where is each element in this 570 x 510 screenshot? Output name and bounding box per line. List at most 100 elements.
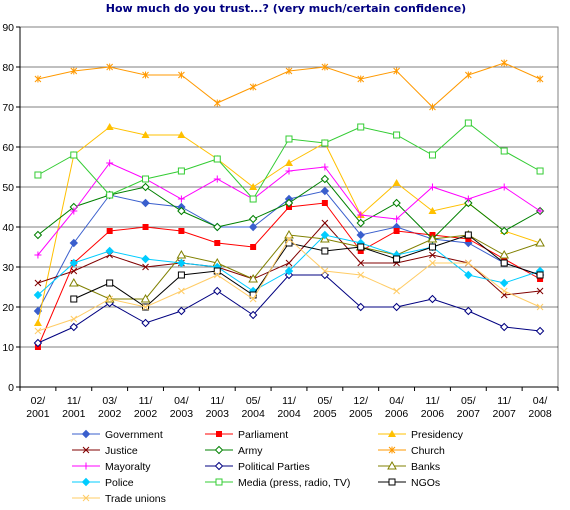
y-tick-label: 0 xyxy=(8,382,14,394)
data-point xyxy=(500,259,508,267)
data-point xyxy=(357,248,364,254)
legend-swatch-marker xyxy=(81,477,91,487)
chart-title: How much do you trust...? (very much/cer… xyxy=(106,2,466,15)
data-point xyxy=(356,218,365,228)
data-point xyxy=(465,236,472,242)
legend-item-trade-unions: Trade unions xyxy=(72,493,166,505)
legend-item-church: Church xyxy=(378,445,445,457)
data-point xyxy=(248,214,258,224)
legend-label: Banks xyxy=(411,461,440,473)
data-point xyxy=(33,230,43,240)
data-point xyxy=(284,229,294,239)
data-point xyxy=(537,276,544,282)
data-point xyxy=(213,271,221,279)
data-point xyxy=(356,230,365,240)
data-point xyxy=(285,67,293,75)
data-point xyxy=(392,179,401,186)
data-point xyxy=(500,183,508,191)
data-point xyxy=(392,198,401,208)
x-tick-label: 11/2001 xyxy=(62,395,86,420)
data-point xyxy=(70,295,78,303)
data-point xyxy=(106,63,114,71)
data-point xyxy=(69,322,79,332)
data-point xyxy=(428,207,437,214)
data-point xyxy=(213,155,221,163)
legend: Government Parliament Presidency Justice Arm… xyxy=(72,429,464,505)
legend-label: Justice xyxy=(105,445,138,457)
data-point xyxy=(214,240,221,246)
data-point xyxy=(70,207,78,215)
data-point xyxy=(140,293,151,303)
data-point xyxy=(177,258,186,268)
data-point xyxy=(464,71,472,79)
data-point xyxy=(393,131,401,139)
data-point xyxy=(69,238,79,248)
data-point xyxy=(177,271,185,279)
data-point xyxy=(177,195,185,203)
legend-swatch-marker xyxy=(82,494,90,502)
data-point xyxy=(142,224,149,230)
legend-swatch-marker xyxy=(214,445,224,455)
data-point xyxy=(248,310,258,320)
legend-item-mayoralty: Mayoralty xyxy=(72,461,151,473)
legend-label: Church xyxy=(411,445,445,457)
legend-swatch-marker xyxy=(215,478,223,486)
x-tick-label: 11/2006 xyxy=(421,395,445,420)
data-point xyxy=(68,277,79,287)
data-point xyxy=(70,67,78,75)
data-point xyxy=(357,271,365,279)
x-tick-label: 11/2004 xyxy=(277,395,301,420)
legend-label: Presidency xyxy=(411,429,464,441)
legend-label: Media (press, radio, TV) xyxy=(238,477,350,489)
series-line-ngos xyxy=(73,234,541,308)
legend-item-army: Army xyxy=(205,445,263,457)
data-point xyxy=(536,271,544,279)
data-point xyxy=(141,131,150,138)
legend-item-presidency: Presidency xyxy=(378,429,464,441)
legend-label: Government xyxy=(105,429,163,441)
legend-item-police: Police xyxy=(72,477,134,489)
data-point xyxy=(34,75,42,83)
data-point xyxy=(213,99,221,107)
y-tick-label: 70 xyxy=(2,102,14,114)
data-point xyxy=(106,228,113,234)
x-tick-label: 05/2005 xyxy=(313,395,337,420)
data-point xyxy=(321,200,328,206)
legend-swatch-marker xyxy=(388,430,396,437)
data-point xyxy=(249,83,257,91)
data-point xyxy=(356,302,365,312)
y-tick-label: 40 xyxy=(2,222,14,234)
data-point xyxy=(321,163,329,171)
data-point xyxy=(284,266,294,276)
y-tick-label: 10 xyxy=(2,342,14,354)
legend-label: NGOs xyxy=(411,477,440,489)
data-point xyxy=(429,103,436,111)
data-point xyxy=(142,175,150,183)
x-tick-label: 11/2007 xyxy=(493,395,517,420)
data-point xyxy=(285,167,293,175)
legend-swatch-marker xyxy=(214,461,224,471)
data-point xyxy=(535,326,545,336)
data-point xyxy=(141,198,150,208)
x-tick-label: 02/2001 xyxy=(26,395,50,420)
x-tick-label: 05/2007 xyxy=(457,395,481,420)
data-point xyxy=(500,59,508,67)
data-point xyxy=(357,259,365,267)
data-point xyxy=(321,139,329,147)
data-point xyxy=(464,119,472,127)
legend-swatch-marker xyxy=(387,460,397,470)
data-point xyxy=(499,226,509,236)
y-tick-label: 60 xyxy=(2,142,14,154)
legend-item-ngos: NGOs xyxy=(378,477,440,489)
data-point xyxy=(177,167,185,175)
data-point xyxy=(393,287,400,295)
data-point xyxy=(142,71,149,79)
data-point xyxy=(464,195,472,203)
legend-item-banks: Banks xyxy=(378,460,440,473)
series-justice xyxy=(34,219,544,299)
legend-label: Parliament xyxy=(238,429,288,441)
data-point xyxy=(501,256,508,262)
data-point xyxy=(285,239,293,247)
legend-swatch-marker xyxy=(82,446,90,454)
